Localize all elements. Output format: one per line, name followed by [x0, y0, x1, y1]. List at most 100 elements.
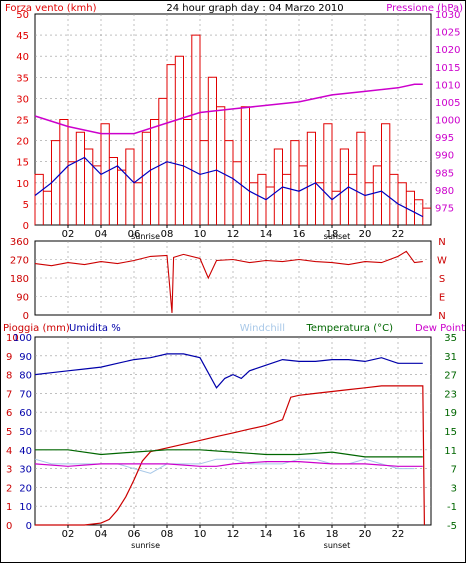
x-tick-label-06: 06 [128, 529, 141, 540]
pressure-y-tick-995: 995 [435, 133, 454, 144]
temperature-y-tick-15: 15 [444, 427, 457, 438]
rain-y-tick-9: 9 [6, 352, 12, 363]
pressure-y-tick-1030: 1030 [435, 10, 460, 21]
windchill-series [34, 458, 415, 474]
humidity-axis-label: Umidita % [69, 323, 121, 334]
temperature-y-tick--5: -5 [447, 521, 457, 532]
x-tick-label-08: 08 [161, 229, 174, 240]
direction-letter-2: S [439, 274, 445, 285]
rain-series [35, 385, 425, 526]
chart-title: 24 hour graph day : 04 Marzo 2010 [166, 3, 343, 14]
x-tick-label-22: 22 [392, 229, 405, 240]
x-tick-label-02: 02 [62, 529, 75, 540]
top-series [34, 34, 431, 225]
rain-y-tick-10: 10 [6, 333, 19, 344]
x-tick-label-16: 16 [293, 229, 306, 240]
humidity-y-tick-60: 60 [19, 408, 32, 419]
sunrise-label: sunrise [131, 232, 160, 241]
temperature-y-tick-19: 19 [444, 408, 457, 419]
humidity-y-tick-20: 20 [19, 483, 32, 494]
rain-y-tick-2: 2 [6, 483, 12, 494]
x-tick-label-14: 14 [260, 529, 273, 540]
direction-y-tick-90: 90 [16, 293, 29, 304]
x-tick-label-20: 20 [359, 529, 372, 540]
wind-y-tick-50: 50 [16, 10, 29, 21]
pressure-y-tick-975: 975 [435, 203, 454, 214]
x-tick-label-04: 04 [95, 229, 108, 240]
x-tick-label-18: 18 [326, 229, 339, 240]
x-tick-label-12: 12 [227, 229, 240, 240]
humidity-y-tick-40: 40 [19, 446, 32, 457]
humidity-y-tick-70: 70 [19, 389, 32, 400]
top-axes: 0510152025303540455097598098599099510001… [16, 10, 460, 241]
x-tick-label-20: 20 [359, 229, 372, 240]
pressure-y-tick-1025: 1025 [435, 28, 460, 39]
x-tick-label-08: 08 [161, 529, 174, 540]
x-tick-label-12: 12 [227, 529, 240, 540]
rain-temp-panel: 0123456789100102030405060708090100-5-137… [3, 323, 465, 550]
x-tick-label-14: 14 [260, 229, 273, 240]
temperature-y-tick-27: 27 [444, 371, 457, 382]
temperature-y-tick-7: 7 [451, 465, 457, 476]
x-tick-label-18: 18 [326, 529, 339, 540]
direction-y-tick-360: 360 [10, 237, 29, 248]
pressure-y-tick-1015: 1015 [435, 63, 460, 74]
pressure-y-tick-990: 990 [435, 151, 454, 162]
rain-y-tick-4: 4 [6, 446, 12, 457]
humidity-y-tick-100: 100 [13, 333, 32, 344]
direction-y-tick-0: 0 [23, 311, 29, 322]
humidity-series [34, 353, 423, 389]
wind-y-tick-20: 20 [16, 137, 29, 148]
direction-letter-0: N [438, 237, 445, 248]
rain-axis-label: Pioggia (mm) [3, 323, 70, 334]
x-tick-label-16: 16 [293, 529, 306, 540]
sunset-label: sunset [324, 232, 351, 241]
rain-y-tick-6: 6 [6, 408, 12, 419]
x-tick-label-10: 10 [194, 229, 207, 240]
direction-letter-4: N [438, 311, 445, 322]
rain-y-tick-5: 5 [6, 427, 12, 438]
humidity-y-tick-10: 10 [19, 502, 32, 513]
rain-y-tick-0: 0 [6, 521, 12, 532]
pressure-y-tick-980: 980 [435, 186, 454, 197]
temperature-y-tick-23: 23 [444, 389, 457, 400]
wind-speed-series [34, 34, 431, 225]
wind-y-tick-0: 0 [23, 221, 29, 232]
wind-average-series [34, 156, 424, 218]
wind-y-tick-15: 15 [16, 158, 29, 169]
direction-letter-1: W [437, 256, 447, 267]
sunrise-label: sunrise [131, 541, 160, 550]
pressure-series [34, 83, 423, 135]
windchill-label: Windchill [240, 323, 285, 334]
wind-y-tick-25: 25 [16, 116, 29, 127]
pressure-y-tick-1020: 1020 [435, 45, 460, 56]
rain-y-tick-3: 3 [6, 465, 12, 476]
sunset-label: sunset [324, 541, 351, 550]
temperature-series [35, 449, 423, 458]
pressure-y-tick-1000: 1000 [435, 116, 460, 127]
direction-letter-3: E [439, 293, 445, 304]
x-tick-label-04: 04 [95, 529, 108, 540]
dewpoint-label: Dew Point [415, 323, 465, 334]
wind-y-tick-40: 40 [16, 52, 29, 63]
wind-y-tick-5: 5 [23, 200, 29, 211]
bottom-axes: 0123456789100102030405060708090100-5-137… [6, 333, 457, 550]
x-tick-label-02: 02 [62, 229, 75, 240]
humidity-y-tick-30: 30 [19, 465, 32, 476]
temperature-label: Temperatura (°C) [305, 323, 393, 334]
rain-y-tick-1: 1 [6, 502, 12, 513]
x-tick-label-06: 06 [128, 229, 141, 240]
rain-y-tick-7: 7 [6, 389, 12, 400]
x-tick-label-22: 22 [392, 529, 405, 540]
pressure-y-tick-1010: 1010 [435, 80, 460, 91]
direction-y-tick-180: 180 [10, 274, 29, 285]
humidity-y-tick-80: 80 [19, 371, 32, 382]
temperature-y-tick--1: -1 [447, 502, 457, 513]
temperature-y-tick-35: 35 [444, 333, 457, 344]
temperature-y-tick-11: 11 [444, 446, 457, 457]
bottom-grid [35, 337, 431, 525]
dewpoint-series [34, 461, 423, 467]
wind-y-tick-35: 35 [16, 73, 29, 84]
